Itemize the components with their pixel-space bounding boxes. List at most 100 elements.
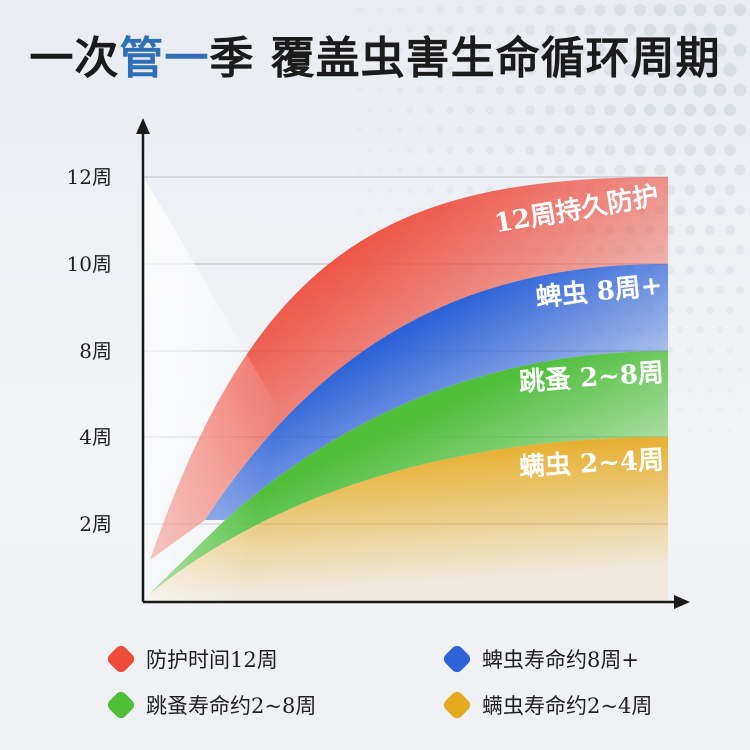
background-dot (594, 4, 606, 16)
background-dot (544, 24, 556, 36)
background-dot (736, 326, 744, 334)
background-dot (677, 407, 683, 413)
background-dot (426, 66, 434, 74)
background-dot (495, 125, 505, 135)
background-dot (554, 4, 566, 16)
background-dot (724, 184, 736, 196)
background-dot (436, 6, 444, 14)
background-dot (704, 184, 716, 196)
background-dot (675, 285, 685, 295)
background-dot (495, 85, 505, 95)
background-dot (426, 186, 434, 194)
background-dot (456, 166, 464, 174)
background-dot (604, 24, 616, 36)
background-dot (594, 124, 606, 136)
background-dot (406, 66, 414, 74)
background-dot (653, 43, 667, 57)
background-dot (724, 144, 736, 156)
area-haze (145, 180, 420, 602)
area-series (205, 264, 668, 520)
background-dot (445, 25, 455, 35)
background-dot (686, 346, 694, 354)
background-dot (534, 4, 546, 16)
x-axis-arrow-icon (674, 595, 690, 609)
background-dot (734, 164, 746, 176)
y-tick-label: 12周 (67, 165, 112, 189)
y-tick-label: 2周 (79, 512, 112, 536)
background-dot (735, 245, 745, 255)
legend-label: 跳蚤寿命约2~8周 (146, 694, 317, 718)
background-dot (455, 125, 465, 135)
background-dot (574, 164, 586, 176)
background-dot (643, 23, 657, 37)
legend-item: 蜱虫寿命约8周+ (441, 643, 639, 675)
background-dot (673, 43, 687, 57)
background-dot (465, 25, 475, 35)
background-dot (485, 105, 495, 115)
background-dot (735, 285, 745, 295)
background-dot (733, 83, 747, 97)
background-dot (366, 106, 374, 114)
background-dot (584, 104, 596, 116)
background-dot (725, 225, 735, 235)
background-dot (376, 126, 384, 134)
background-dot (377, 167, 383, 173)
background-dot (465, 145, 475, 155)
background-dot (673, 3, 687, 17)
background-dot (406, 106, 414, 114)
area-series (148, 351, 668, 595)
background-dot (505, 145, 515, 155)
background-dot (703, 63, 717, 77)
background-dot (705, 265, 715, 275)
background-dot (737, 407, 743, 413)
background-dot (644, 144, 656, 156)
background-dot (664, 144, 676, 156)
background-dot (694, 204, 706, 216)
background-dot (696, 366, 704, 374)
legend-item: 防护时间12周 (105, 643, 278, 675)
background-dot (465, 65, 475, 75)
background-dot (623, 63, 637, 77)
background-dot (436, 126, 444, 134)
area-series (150, 177, 668, 560)
background-dot (713, 123, 727, 137)
background-dot (357, 87, 363, 93)
background-dot (515, 165, 525, 175)
background-dot (357, 167, 363, 173)
background-dot (416, 126, 424, 134)
background-dot (426, 146, 434, 154)
background-dot (505, 105, 515, 115)
background-dot (574, 124, 586, 136)
background-dot (654, 164, 666, 176)
background-dot (416, 46, 424, 54)
background-dot (357, 127, 363, 133)
background-dot (446, 186, 454, 194)
background-dot (544, 64, 556, 76)
background-dot (367, 147, 373, 153)
background-dot (535, 125, 545, 135)
background-dot (693, 43, 707, 57)
background-dot (564, 104, 576, 116)
background-dot (594, 164, 606, 176)
legend-marker-icon (105, 689, 137, 721)
background-dot (674, 204, 686, 216)
background-dot (584, 24, 596, 36)
background-dot (367, 227, 373, 233)
background-dot (703, 23, 717, 37)
background-dot (685, 305, 695, 315)
background-dot (733, 43, 747, 57)
background-dot (684, 184, 696, 196)
background-dot (505, 65, 515, 75)
background-dot (696, 326, 704, 334)
background-dot (624, 144, 636, 156)
background-dot (726, 346, 734, 354)
background-dot (475, 45, 485, 55)
background-dot (475, 125, 485, 135)
background-dot (716, 366, 724, 374)
background-dot (525, 25, 535, 35)
background-dot (525, 145, 535, 155)
y-axis-arrow-icon (136, 118, 150, 134)
background-dot (676, 366, 684, 374)
background-dot (614, 84, 626, 96)
background-dot (545, 145, 555, 155)
